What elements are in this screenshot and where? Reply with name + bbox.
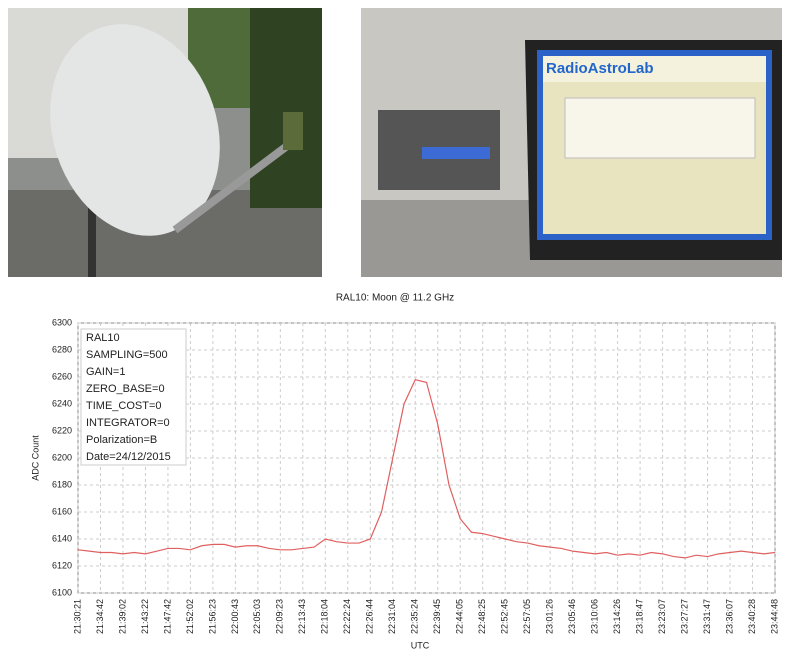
x-tick-label: 22:44:05 bbox=[455, 599, 465, 634]
x-tick-label: 23:10:06 bbox=[590, 599, 600, 634]
x-tick-label: 23:01:26 bbox=[545, 599, 555, 634]
x-tick-label: 21:52:02 bbox=[185, 599, 195, 634]
screen-brand: RadioAstroLab bbox=[546, 60, 654, 77]
x-tick-label: 21:56:23 bbox=[207, 599, 217, 634]
x-tick-label: 23:27:27 bbox=[679, 599, 689, 634]
x-tick-label: 22:26:44 bbox=[365, 599, 375, 634]
x-axis-label: UTC bbox=[411, 640, 430, 650]
x-tick-label: 22:35:24 bbox=[410, 599, 420, 634]
x-tick-label: 21:34:42 bbox=[95, 599, 105, 634]
x-tick-label: 23:18:47 bbox=[634, 599, 644, 634]
x-tick-label: 23:44:48 bbox=[769, 599, 779, 634]
y-tick-label: 6140 bbox=[52, 533, 72, 543]
x-tick-label: 22:48:25 bbox=[477, 599, 487, 634]
y-tick-label: 6300 bbox=[52, 317, 72, 327]
x-tick-label: 21:47:42 bbox=[162, 599, 172, 634]
y-tick-label: 6280 bbox=[52, 344, 72, 354]
chart-title: RAL10: Moon @ 11.2 GHz bbox=[336, 293, 454, 304]
y-tick-label: 6160 bbox=[52, 506, 72, 516]
x-tick-label: 23:14:26 bbox=[612, 599, 622, 634]
y-tick-label: 6240 bbox=[52, 398, 72, 408]
x-tick-label: 21:43:22 bbox=[140, 599, 150, 634]
dish-photo bbox=[8, 8, 322, 277]
y-tick-label: 6200 bbox=[52, 452, 72, 462]
info-text: GAIN=1 bbox=[86, 366, 125, 378]
y-tick-label: 6100 bbox=[52, 587, 72, 597]
info-text: INTEGRATOR=0 bbox=[86, 417, 170, 429]
receiver-photo: RadioAstroLab bbox=[361, 8, 782, 277]
info-text: Date=24/12/2015 bbox=[86, 451, 171, 463]
x-tick-label: 22:13:43 bbox=[297, 599, 307, 634]
x-tick-label: 23:23:07 bbox=[657, 599, 667, 634]
x-tick-label: 22:39:45 bbox=[432, 599, 442, 634]
info-text: RAL10 bbox=[86, 332, 120, 344]
info-box bbox=[80, 328, 187, 466]
info-text: Polarization=B bbox=[86, 434, 157, 446]
y-tick-label: 6260 bbox=[52, 371, 72, 381]
data-line bbox=[77, 379, 776, 559]
x-tick-label: 22:18:04 bbox=[320, 599, 330, 634]
x-tick-label: 23:05:46 bbox=[567, 599, 577, 634]
info-text: SAMPLING=500 bbox=[86, 349, 168, 361]
y-axis-label: ADC Count bbox=[30, 435, 40, 481]
x-tick-label: 23:36:07 bbox=[724, 599, 734, 634]
x-tick-label: 22:52:45 bbox=[500, 599, 510, 634]
info-text: TIME_COST=0 bbox=[86, 400, 162, 412]
x-tick-label: 22:09:23 bbox=[275, 599, 285, 634]
y-tick-label: 6120 bbox=[52, 560, 72, 570]
x-tick-label: 22:05:03 bbox=[252, 599, 262, 634]
x-tick-label: 23:40:28 bbox=[747, 599, 757, 634]
x-tick-label: 22:00:43 bbox=[230, 599, 240, 634]
y-tick-label: 6220 bbox=[52, 425, 72, 435]
x-tick-label: 23:31:47 bbox=[702, 599, 712, 634]
x-tick-label: 22:22:24 bbox=[342, 599, 352, 634]
info-text: ZERO_BASE=0 bbox=[86, 383, 165, 395]
y-tick-label: 6180 bbox=[52, 479, 72, 489]
x-tick-label: 21:39:02 bbox=[117, 599, 127, 634]
x-tick-label: 22:31:04 bbox=[387, 599, 397, 634]
x-tick-label: 21:30:21 bbox=[72, 599, 82, 634]
x-tick-label: 22:57:05 bbox=[522, 599, 532, 634]
